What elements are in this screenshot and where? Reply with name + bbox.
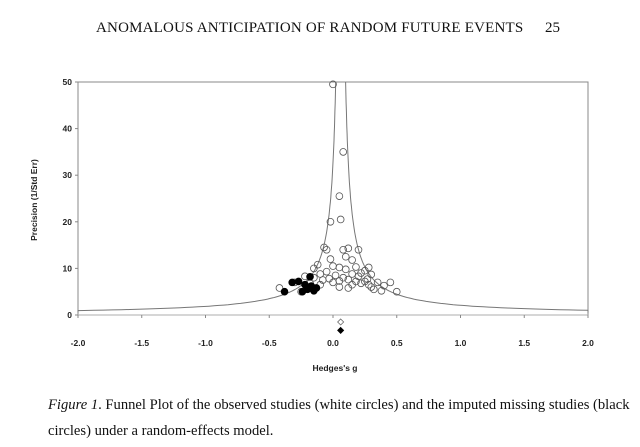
observed-study-point — [275, 284, 284, 292]
imputed-study-point — [306, 272, 314, 281]
observed-study-point — [335, 283, 344, 291]
observed-study-point — [326, 255, 335, 263]
y-tick-label: 30 — [63, 170, 73, 180]
x-tick-label: 0.0 — [327, 338, 339, 348]
observed-study-point — [322, 245, 331, 254]
observed-study-point — [341, 265, 350, 274]
observed-study-point — [329, 262, 337, 270]
observed-study-point — [363, 275, 372, 283]
y-tick-label: 10 — [63, 263, 73, 273]
funnel-line-left — [77, 81, 337, 313]
observed-study-point — [344, 284, 353, 292]
running-head: ANOMALOUS ANTICIPATION OF RANDOM FUTURE … — [96, 20, 524, 36]
x-tick-label: 1.0 — [455, 338, 467, 348]
observed-study-point — [386, 278, 395, 287]
observed-study-point — [377, 286, 386, 295]
observed-study-point — [325, 274, 333, 283]
observed-study-point — [373, 278, 382, 287]
y-tick-label: 0 — [67, 310, 72, 320]
observed-study-point — [339, 245, 348, 254]
observed-study-point — [354, 272, 363, 281]
observed-study-point — [357, 279, 365, 288]
imputed-study-point — [280, 287, 289, 296]
observed-study-point — [361, 266, 369, 275]
observed-study-point — [341, 252, 350, 261]
x-tick-label: -1.5 — [134, 338, 149, 348]
observed-study-point — [367, 283, 376, 291]
imputed-study-point — [298, 287, 307, 296]
page-number: 25 — [545, 20, 560, 36]
observed-study-point — [322, 267, 331, 276]
observed-study-point — [369, 285, 378, 294]
y-axis-label: Precision (1/Std Err) — [29, 159, 39, 241]
observed-study-point — [392, 287, 401, 296]
x-tick-label: -2.0 — [71, 338, 86, 348]
imputed-study-point — [294, 277, 303, 286]
observed-study-point — [344, 244, 353, 253]
observed-study-point — [331, 271, 340, 280]
observed-study-point — [354, 245, 363, 254]
imputed-study-point — [288, 278, 297, 287]
observed-study-point — [339, 148, 348, 156]
funnel-line-right — [345, 81, 589, 313]
observed-summary-diamond — [337, 318, 345, 326]
x-tick-label: -1.0 — [198, 338, 213, 348]
observed-study-point — [320, 243, 328, 252]
observed-study-point — [348, 256, 356, 264]
observed-study-point — [344, 275, 353, 284]
imputed-study-point — [312, 284, 321, 292]
x-tick-label: 1.5 — [518, 338, 530, 348]
y-tick-label: 50 — [63, 77, 73, 87]
figure-caption: Figure 1. Funnel Plot of the observed st… — [48, 392, 632, 444]
x-tick-label: 2.0 — [582, 338, 594, 348]
observed-study-point — [326, 218, 335, 226]
x-axis-label: Hedges's g — [312, 363, 357, 373]
observed-study-point — [380, 281, 388, 290]
caption-text: . Funnel Plot of the observed studies (w… — [48, 397, 630, 439]
figure-label: Figure 1 — [48, 397, 99, 413]
y-tick-label: 20 — [63, 217, 73, 227]
observed-study-point — [352, 263, 360, 271]
adjusted-summary-diamond — [337, 326, 345, 334]
observed-study-point — [335, 263, 344, 272]
observed-study-point — [367, 270, 376, 279]
observed-study-point — [329, 80, 337, 89]
y-tick-label: 40 — [63, 124, 73, 134]
observed-study-point — [336, 215, 345, 224]
x-tick-label: -0.5 — [262, 338, 277, 348]
observed-study-point — [361, 277, 369, 286]
observed-study-point — [335, 192, 344, 200]
x-tick-label: 0.5 — [391, 338, 403, 348]
observed-study-point — [310, 264, 318, 273]
